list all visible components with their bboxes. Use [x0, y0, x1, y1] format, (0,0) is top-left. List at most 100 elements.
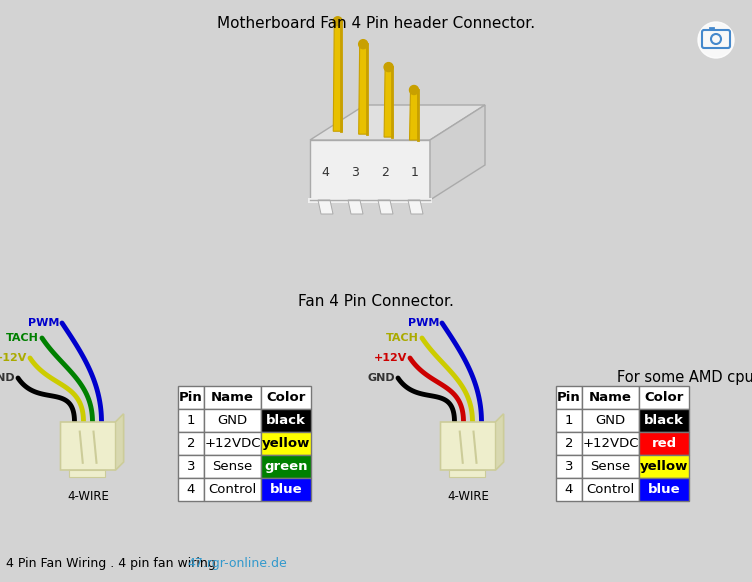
Text: 1: 1	[411, 166, 419, 179]
Circle shape	[333, 17, 342, 26]
Circle shape	[410, 86, 419, 94]
Polygon shape	[430, 105, 485, 200]
Text: +12V: +12V	[374, 353, 407, 363]
Polygon shape	[60, 414, 123, 470]
Bar	[582, 409, 639, 432]
Text: black: black	[644, 414, 684, 427]
Text: blue: blue	[270, 483, 302, 496]
Text: PWM: PWM	[28, 318, 59, 328]
Bar	[178, 455, 204, 478]
Bar	[204, 478, 261, 501]
Text: Color: Color	[266, 391, 305, 404]
Bar	[582, 432, 639, 455]
Bar	[639, 478, 689, 501]
Bar	[204, 409, 261, 432]
Text: 2: 2	[381, 166, 389, 179]
Polygon shape	[408, 200, 423, 214]
Text: 3: 3	[351, 166, 359, 179]
Text: 1: 1	[565, 414, 573, 427]
Polygon shape	[410, 90, 419, 140]
Text: 4-WIRE: 4-WIRE	[67, 490, 109, 503]
Bar	[204, 386, 261, 409]
Text: Control: Control	[587, 483, 635, 496]
Circle shape	[384, 63, 393, 72]
Text: GND: GND	[368, 373, 395, 383]
Text: 4: 4	[321, 166, 329, 179]
Bar	[178, 432, 204, 455]
Text: yellow: yellow	[262, 437, 310, 450]
Bar	[261, 478, 311, 501]
Text: 2: 2	[186, 437, 196, 450]
Text: PWM: PWM	[408, 318, 439, 328]
Text: TACH: TACH	[6, 333, 39, 343]
Text: GND: GND	[217, 414, 247, 427]
Polygon shape	[378, 200, 393, 214]
Text: GND: GND	[596, 414, 626, 427]
Text: Name: Name	[211, 391, 254, 404]
Text: Control: Control	[208, 483, 256, 496]
Bar	[178, 409, 204, 432]
Bar	[261, 432, 311, 455]
Text: Sense: Sense	[590, 460, 631, 473]
Bar	[204, 432, 261, 455]
Text: 3: 3	[565, 460, 573, 473]
Text: +12V: +12V	[0, 353, 27, 363]
Polygon shape	[116, 414, 123, 470]
Polygon shape	[348, 200, 363, 214]
Bar	[582, 478, 639, 501]
Polygon shape	[333, 22, 342, 132]
Text: Color: Color	[644, 391, 684, 404]
Bar	[261, 386, 311, 409]
Text: green: green	[264, 460, 308, 473]
Text: blue: blue	[647, 483, 681, 496]
Polygon shape	[318, 200, 333, 214]
Bar	[261, 455, 311, 478]
Text: GND: GND	[0, 373, 15, 383]
Text: +12VDC: +12VDC	[205, 437, 261, 450]
Text: 4: 4	[565, 483, 573, 496]
Text: Motherboard Fan 4 Pin header Connector.: Motherboard Fan 4 Pin header Connector.	[217, 16, 535, 31]
Bar	[261, 409, 311, 432]
Bar	[639, 386, 689, 409]
Bar	[582, 386, 639, 409]
Polygon shape	[359, 44, 368, 134]
Text: 4-WIRE: 4-WIRE	[447, 490, 489, 503]
Text: red: red	[651, 437, 677, 450]
Text: 4: 4	[186, 483, 196, 496]
Polygon shape	[496, 414, 504, 470]
Bar	[556, 432, 582, 455]
Bar	[582, 455, 639, 478]
Bar	[449, 470, 484, 477]
Bar	[178, 386, 204, 409]
Text: Fan 4 Pin Connector.: Fan 4 Pin Connector.	[298, 294, 454, 309]
Text: Pin: Pin	[557, 391, 581, 404]
Polygon shape	[441, 414, 504, 470]
Text: 4 Pin Fan Wiring . 4 pin fan wiring: 4 Pin Fan Wiring . 4 pin fan wiring	[6, 557, 220, 570]
Bar	[204, 455, 261, 478]
Text: Sense: Sense	[212, 460, 253, 473]
Bar	[639, 409, 689, 432]
Bar	[178, 478, 204, 501]
Text: yellow: yellow	[640, 460, 688, 473]
Text: Name: Name	[589, 391, 632, 404]
Text: black: black	[266, 414, 306, 427]
Bar	[68, 470, 105, 477]
Circle shape	[359, 40, 368, 49]
Bar	[556, 455, 582, 478]
Polygon shape	[310, 140, 430, 200]
Text: TACH: TACH	[386, 333, 419, 343]
Text: 2: 2	[565, 437, 573, 450]
Text: 1: 1	[186, 414, 196, 427]
Text: 3: 3	[186, 460, 196, 473]
Polygon shape	[384, 67, 393, 137]
Bar	[639, 432, 689, 455]
Polygon shape	[310, 105, 485, 140]
Text: 47.rgr-online.de: 47.rgr-online.de	[188, 557, 287, 570]
Text: Pin: Pin	[179, 391, 203, 404]
Text: For some AMD cpu fans:: For some AMD cpu fans:	[617, 370, 752, 385]
Bar	[556, 478, 582, 501]
Bar	[556, 386, 582, 409]
Polygon shape	[308, 198, 432, 203]
Circle shape	[698, 22, 734, 58]
Bar	[639, 455, 689, 478]
